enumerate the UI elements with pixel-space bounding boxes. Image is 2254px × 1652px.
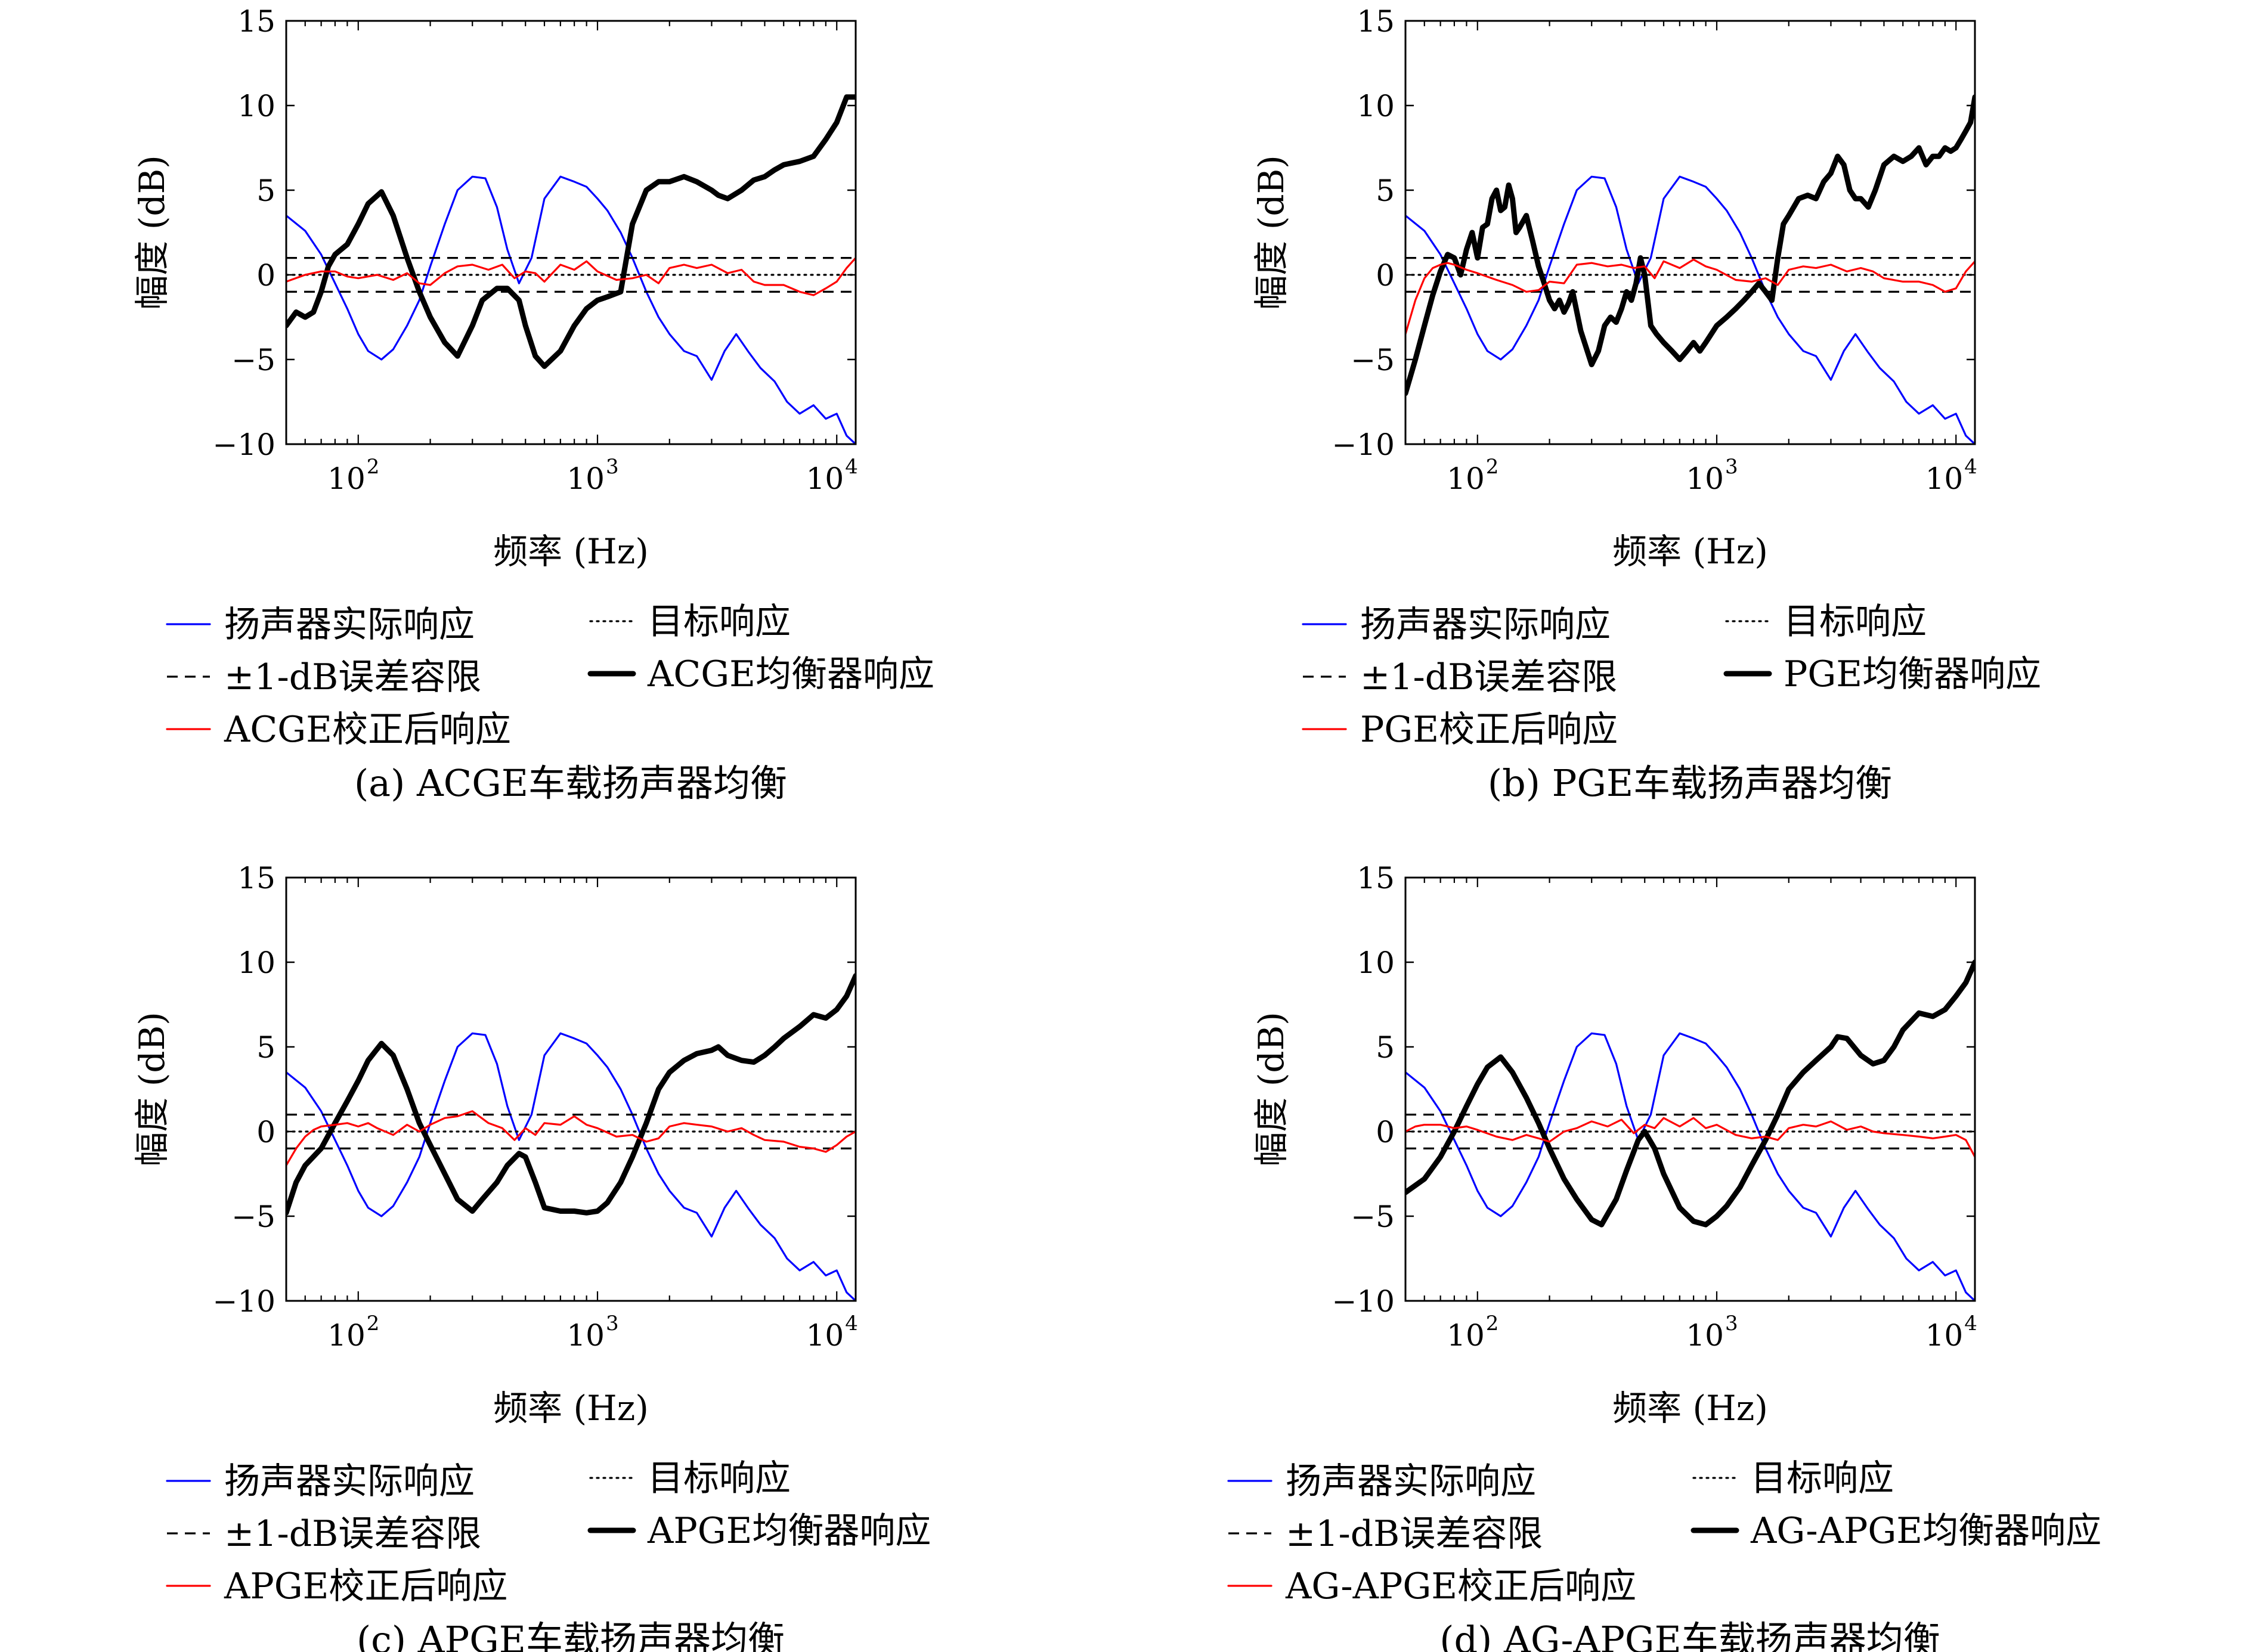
series-line bbox=[286, 1110, 856, 1167]
y-tick-label: 10 bbox=[1357, 946, 1395, 980]
y-tick-label: −5 bbox=[231, 1200, 275, 1234]
x-axis-label: 频率 (Hz) bbox=[1612, 531, 1768, 572]
series-line bbox=[1405, 1032, 1975, 1301]
plot-area bbox=[286, 973, 856, 1301]
panel-caption: (d) AG-APGE车载扬声器均衡 bbox=[1439, 1618, 1940, 1652]
series-line bbox=[286, 1032, 856, 1301]
series-line bbox=[1405, 258, 1975, 335]
y-tick-label: 10 bbox=[237, 946, 275, 980]
y-tick-label: −5 bbox=[1351, 1200, 1395, 1234]
chart-panel-d: 15 10 5 0 −5 −10 102 103 104 频率 (Hz) 幅度 (dB) 扬声器实际响… bbox=[1227, 861, 2101, 1652]
y-axis-label: 幅度 (dB) bbox=[1251, 1012, 1292, 1166]
series-line bbox=[1405, 175, 1975, 444]
chart-panel-c: 15 10 5 0 −5 −10 102 103 104 频率 (Hz) 幅度 (dB) 扬声器实际响… bbox=[132, 861, 931, 1652]
chart-panel-b: 15 10 5 0 −5 −10 102 103 104 频率 (Hz) 幅度 (dB) 扬声器实际响… bbox=[1251, 4, 2041, 805]
legend-label: 目标响应 bbox=[648, 1458, 791, 1499]
y-tick-label: 15 bbox=[1357, 861, 1395, 895]
series-line bbox=[1405, 959, 1975, 1228]
y-tick-label: 0 bbox=[256, 1115, 275, 1149]
y-tick-label: −5 bbox=[1351, 343, 1395, 377]
x-tick-label: 102 bbox=[1447, 1312, 1498, 1353]
legend-label: 目标响应 bbox=[648, 601, 791, 643]
legend-label: ±1-dB误差容限 bbox=[1286, 1513, 1543, 1555]
plot-frame bbox=[285, 876, 857, 1302]
panel-caption: (a) ACGE车载扬声器均衡 bbox=[354, 761, 787, 805]
plot-frame bbox=[1404, 876, 1976, 1302]
y-tick-label: −5 bbox=[231, 343, 275, 377]
x-tick-label: 103 bbox=[566, 455, 618, 496]
legend-label: PGE均衡器响应 bbox=[1784, 653, 2041, 695]
legend-label: ±1-dB误差容限 bbox=[224, 1513, 481, 1555]
legend-label: PGE校正后响应 bbox=[1360, 709, 1618, 751]
plot-frame bbox=[285, 20, 857, 445]
legend-label: 扬声器实际响应 bbox=[224, 604, 475, 646]
y-tick-label: 0 bbox=[1376, 1115, 1395, 1149]
series-line bbox=[286, 257, 856, 296]
legend-label: 扬声器实际响应 bbox=[1360, 604, 1611, 646]
legend-label: ACGE均衡器响应 bbox=[647, 653, 934, 695]
x-axis-label: 频率 (Hz) bbox=[493, 1388, 649, 1428]
legend-label: ±1-dB误差容限 bbox=[224, 656, 481, 698]
y-tick-label: 0 bbox=[256, 258, 275, 293]
plot-area bbox=[286, 94, 856, 444]
y-tick-label: 5 bbox=[1376, 1030, 1395, 1065]
panel-caption: (b) PGE车载扬声器均衡 bbox=[1488, 761, 1892, 805]
x-tick-label: 103 bbox=[566, 1312, 618, 1353]
y-axis-label: 幅度 (dB) bbox=[1251, 155, 1292, 309]
y-tick-label: 15 bbox=[237, 4, 275, 39]
x-axis-label: 频率 (Hz) bbox=[1612, 1388, 1768, 1428]
y-tick-label: 5 bbox=[256, 1030, 275, 1065]
y-tick-label: 10 bbox=[237, 89, 275, 123]
x-tick-label: 104 bbox=[1925, 455, 1977, 496]
legend-label: 扬声器实际响应 bbox=[224, 1461, 475, 1502]
y-tick-label: 5 bbox=[1376, 173, 1395, 208]
y-tick-label: −10 bbox=[212, 1284, 275, 1319]
legend-label: AG-APGE均衡器响应 bbox=[1750, 1510, 2101, 1552]
y-tick-label: −10 bbox=[1332, 427, 1395, 462]
legend-label: 扬声器实际响应 bbox=[1286, 1461, 1536, 1502]
x-tick-label: 103 bbox=[1686, 1312, 1738, 1353]
series-line bbox=[1405, 94, 1975, 396]
x-tick-label: 104 bbox=[806, 1312, 858, 1353]
x-axis-label: 频率 (Hz) bbox=[493, 531, 649, 572]
x-tick-label: 104 bbox=[1925, 1312, 1977, 1353]
y-tick-label: 5 bbox=[256, 173, 275, 208]
series-line bbox=[1405, 1117, 1975, 1158]
y-tick-label: −10 bbox=[1332, 1284, 1395, 1319]
legend-label: 目标响应 bbox=[1751, 1458, 1894, 1499]
x-tick-label: 103 bbox=[1686, 455, 1738, 496]
plot-frame bbox=[1404, 20, 1976, 445]
chart-panel-a: 15 10 5 0 −5 −10 102 103 104 频率 (Hz) 幅度 (dB) 扬声器实际响… bbox=[132, 4, 934, 805]
y-axis-label: 幅度 (dB) bbox=[132, 1012, 172, 1166]
legend-label: 目标响应 bbox=[1784, 601, 1927, 643]
legend-label: APGE均衡器响应 bbox=[647, 1510, 931, 1552]
y-tick-label: 0 bbox=[1376, 258, 1395, 293]
y-tick-label: 15 bbox=[1357, 4, 1395, 39]
legend-label: APGE校正后响应 bbox=[224, 1566, 507, 1607]
x-tick-label: 102 bbox=[1447, 455, 1498, 496]
legend-label: ACGE校正后响应 bbox=[224, 709, 511, 751]
panel-caption: (c) APGE车载扬声器均衡 bbox=[357, 1618, 785, 1652]
series-line bbox=[286, 973, 856, 1216]
plot-area bbox=[1405, 94, 1975, 444]
x-tick-label: 102 bbox=[327, 455, 379, 496]
x-tick-label: 104 bbox=[806, 455, 858, 496]
plot-area bbox=[1405, 959, 1975, 1301]
y-axis-label: 幅度 (dB) bbox=[132, 155, 172, 309]
legend-label: ±1-dB误差容限 bbox=[1360, 656, 1617, 698]
y-tick-label: −10 bbox=[212, 427, 275, 462]
x-tick-label: 102 bbox=[327, 1312, 379, 1353]
legend-label: AG-APGE校正后响应 bbox=[1285, 1566, 1636, 1607]
y-tick-label: 10 bbox=[1357, 89, 1395, 123]
y-tick-label: 15 bbox=[237, 861, 275, 895]
series-line bbox=[286, 94, 856, 369]
series-line bbox=[286, 175, 856, 444]
